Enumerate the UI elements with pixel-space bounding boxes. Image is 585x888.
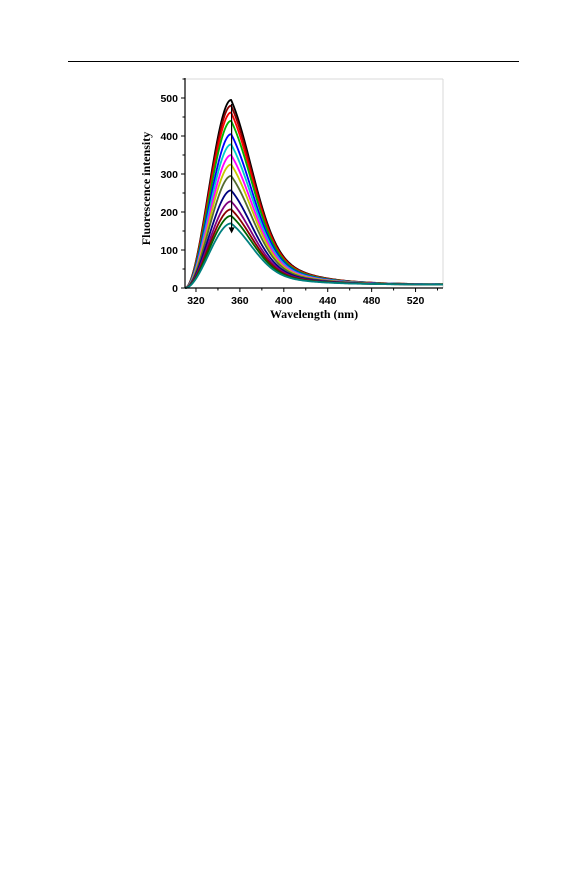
- annotation-layer: [228, 103, 235, 234]
- decrease-arrow-head: [228, 227, 235, 234]
- y-tick-label-200: 200: [160, 207, 178, 219]
- y-tick-label-300: 300: [160, 169, 178, 181]
- series-line-10: [184, 189, 444, 289]
- series-line-14: [184, 222, 444, 289]
- x-tick-label-360: 360: [231, 295, 249, 307]
- series-line-9: [184, 175, 443, 289]
- y-tick-label-100: 100: [160, 245, 178, 257]
- x-tick-label-480: 480: [363, 295, 381, 307]
- y-tick-label-500: 500: [160, 93, 178, 105]
- plot-frame: [185, 78, 444, 288]
- series-line-5: [184, 133, 444, 289]
- series-line-3: [184, 111, 444, 289]
- y-tick-label-0: 0: [172, 283, 178, 295]
- x-tick-label-400: 400: [275, 295, 293, 307]
- y-tick-label-400: 400: [160, 131, 178, 143]
- axis-layer: 320 360 400 440 480 520 0 100 200 300 400 500: [160, 78, 443, 307]
- x-tick-label-320: 320: [187, 295, 205, 307]
- x-tick-label-520: 520: [407, 295, 425, 307]
- x-tick-label-440: 440: [319, 295, 337, 307]
- series-layer: [184, 99, 444, 289]
- x-axis-title: Wavelength (nm): [270, 307, 358, 321]
- page-header-rule: [68, 61, 519, 63]
- y-axis-title: Fluorescence intensity: [139, 132, 153, 245]
- series-line-1: [184, 99, 444, 289]
